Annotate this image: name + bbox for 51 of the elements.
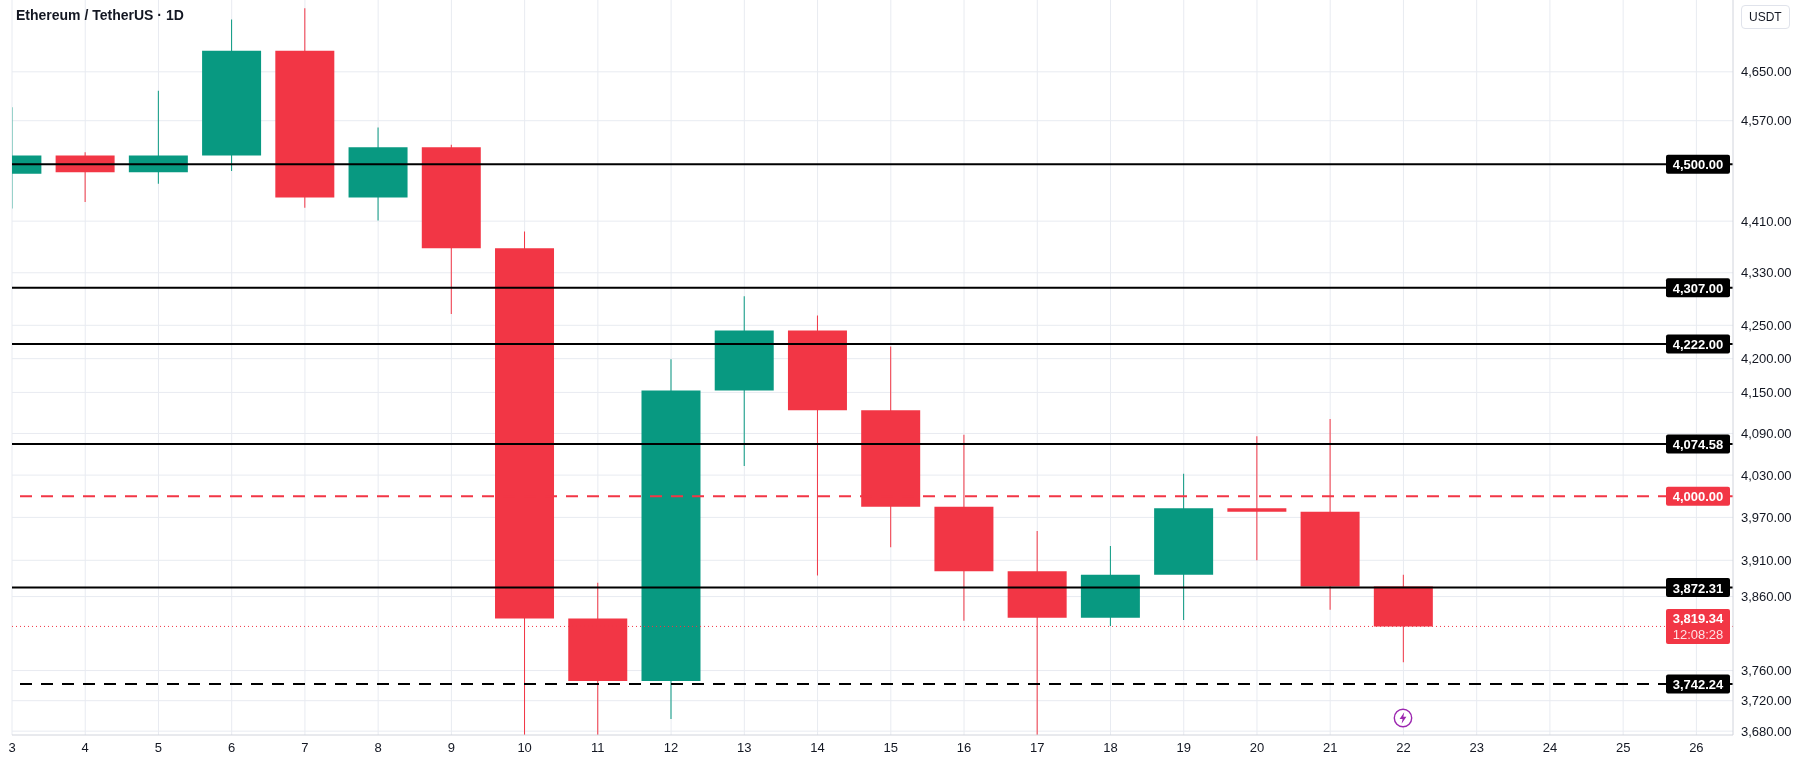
x-tick-label: 9 [447, 740, 456, 756]
x-tick-label: 12 [663, 740, 679, 756]
y-tick-label: 3,720.00 [1741, 693, 1792, 709]
x-tick-label: 23 [1469, 740, 1484, 756]
x-tick-label: 7 [301, 740, 309, 756]
y-tick-label: 3,760.00 [1741, 663, 1792, 679]
annotation: 12:08:28 [1672, 626, 1724, 642]
y-tick-label: 4,030.00 [1741, 467, 1792, 483]
y-tick-label: 4,330.00 [1741, 265, 1792, 281]
y-tick-label: 4,570.00 [1741, 113, 1792, 129]
x-tick-label: 13 [737, 740, 752, 756]
x-tick-label: 16 [956, 740, 972, 756]
x-tick-label: 20 [1249, 740, 1265, 756]
x-tick-label: 5 [154, 740, 163, 756]
y-tick-label: 4,200.00 [1741, 351, 1792, 367]
ref-line-label: 3,742.24 [1672, 676, 1725, 692]
y-tick-label: 4,150.00 [1741, 385, 1792, 401]
y-tick-label: 4,410.00 [1741, 213, 1792, 229]
x-tick-label: 25 [1615, 740, 1631, 756]
x-tick-label: 6 [228, 740, 236, 756]
x-tick-label: 3 [8, 740, 16, 756]
x-tick-label: 14 [810, 740, 825, 756]
x-tick-label: 17 [1030, 740, 1045, 756]
ref-line-label: 4,500.00 [1672, 156, 1724, 172]
x-tick-label: 11 [591, 740, 605, 756]
x-tick-label: 19 [1176, 740, 1191, 756]
y-tick-label: 3,680.00 [1741, 723, 1792, 739]
x-tick-label: 10 [517, 740, 532, 756]
x-tick-label: 22 [1396, 740, 1411, 756]
x-tick-label: 26 [1689, 740, 1704, 756]
y-axis-title: USDT [1741, 5, 1790, 29]
ref-line-label: 4,222.00 [1672, 336, 1724, 352]
x-tick-label: 18 [1103, 740, 1118, 756]
y-tick-label: 3,910.00 [1741, 552, 1792, 568]
x-tick-label: 4 [81, 740, 89, 756]
y-tick-label: 3,860.00 [1741, 589, 1792, 605]
x-tick-label: 21 [1322, 740, 1338, 756]
ref-line-label: 4,307.00 [1672, 280, 1724, 296]
y-tick-label: 4,650.00 [1741, 64, 1792, 80]
y-tick-label: 4,250.00 [1741, 317, 1792, 333]
ref-line-label: 3,819.34 [1672, 610, 1725, 626]
text: Ethereum / TetherUS · 1D [16, 7, 184, 23]
ref-line-label: 4,074.58 [1672, 436, 1724, 452]
ref-line-label: 4,000.00 [1672, 488, 1724, 504]
candlestick [1227, 436, 1287, 561]
x-tick-label: 24 [1542, 740, 1558, 756]
ref-line-label: 3,872.31 [1672, 580, 1724, 596]
x-tick-label: 8 [374, 740, 382, 756]
x-tick-label: 15 [883, 740, 899, 756]
y-tick-label: 4,090.00 [1741, 426, 1792, 442]
y-tick-label: 3,970.00 [1741, 510, 1792, 525]
